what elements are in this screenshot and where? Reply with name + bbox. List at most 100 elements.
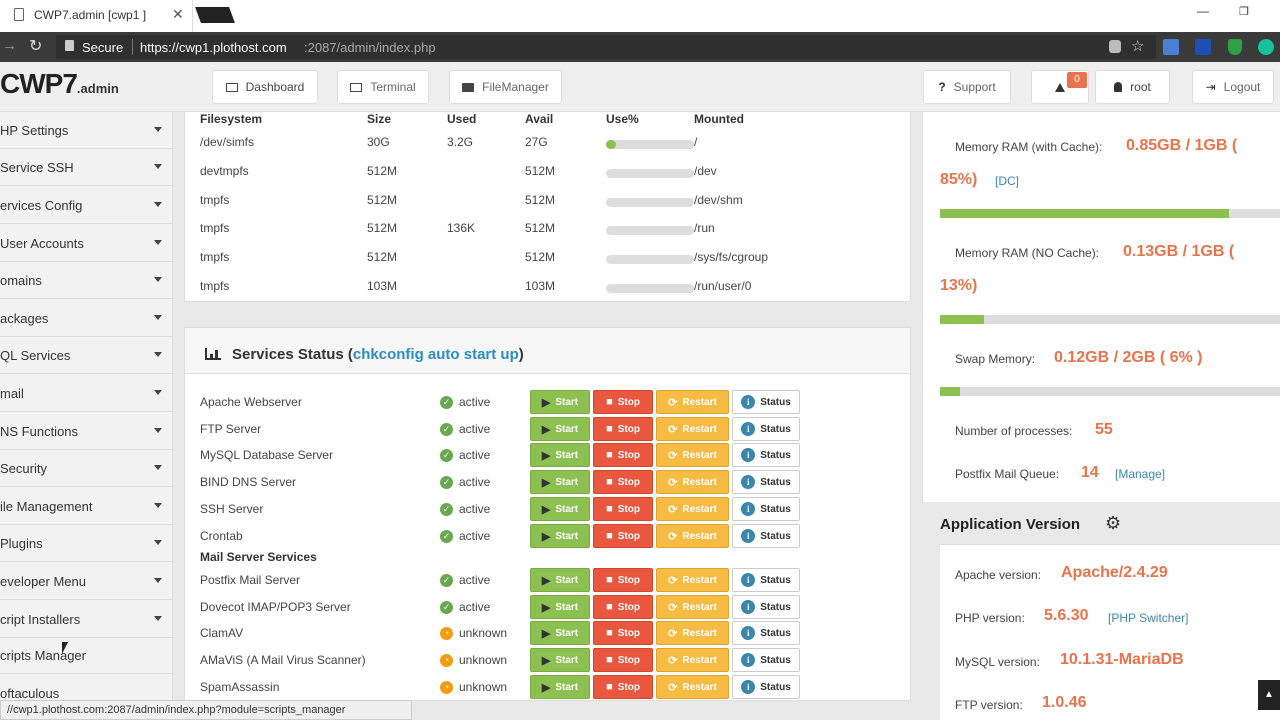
restart-button[interactable]: ⟳ Restart (656, 568, 729, 592)
restart-button[interactable]: ⟳ Restart (656, 524, 729, 548)
status-button[interactable]: i Status (732, 417, 800, 441)
sidebar-item[interactable]: omains (0, 262, 172, 299)
stop-icon: ■ (606, 449, 613, 461)
user-menu[interactable]: root (1095, 70, 1170, 104)
stop-button[interactable]: ■ Stop (593, 390, 653, 414)
translate-icon[interactable] (1163, 39, 1179, 55)
minimize-icon[interactable]: — (1197, 4, 1209, 18)
sidebar-item[interactable]: ervices Config (0, 187, 172, 224)
stop-button[interactable]: ■ Stop (593, 470, 653, 494)
restart-button[interactable]: ⟳ Restart (656, 595, 729, 619)
status-button-label: Status (760, 654, 791, 666)
start-button[interactable]: ▶ Start (530, 595, 590, 619)
column-header: Avail (525, 112, 554, 126)
start-button[interactable]: ▶ Start (530, 470, 590, 494)
chevron-down-icon (154, 540, 162, 545)
restore-icon[interactable]: ❐ (1239, 6, 1249, 18)
sidebar-item[interactable]: ile Management (0, 488, 172, 525)
restart-button[interactable]: ⟳ Restart (656, 470, 729, 494)
gear-icon[interactable]: ⚙ (1105, 513, 1122, 533)
start-button[interactable]: ▶ Start (530, 568, 590, 592)
status-button[interactable]: i Status (732, 648, 800, 672)
restart-button[interactable]: ⟳ Restart (656, 417, 729, 441)
extension-icon[interactable] (1195, 39, 1211, 55)
stop-button[interactable]: ■ Stop (593, 621, 653, 645)
terminal-button[interactable]: Terminal (337, 70, 429, 104)
status-button[interactable]: i Status (732, 443, 800, 467)
logout-button[interactable]: ⇥ Logout (1192, 70, 1274, 104)
sidebar-item[interactable]: mail (0, 375, 172, 412)
status-button[interactable]: i Status (732, 497, 800, 521)
stop-button[interactable]: ■ Stop (593, 497, 653, 521)
sidebar-item[interactable]: HP Settings (0, 112, 172, 149)
status-button[interactable]: i Status (732, 675, 800, 699)
mysql-version-label: MySQL version: (955, 655, 1040, 669)
restart-button[interactable]: ⟳ Restart (656, 390, 729, 414)
dashboard-button[interactable]: Dashboard (212, 70, 318, 104)
restart-button-label: Restart (682, 601, 717, 613)
sidebar-item[interactable]: ackages (0, 300, 172, 337)
restart-button[interactable]: ⟳ Restart (656, 443, 729, 467)
sidebar-item-label: omains (0, 272, 42, 288)
sidebar-item[interactable]: Plugins (0, 525, 172, 562)
status-button[interactable]: i Status (732, 568, 800, 592)
stop-button[interactable]: ■ Stop (593, 568, 653, 592)
browser-tab[interactable]: CWP7.admin [cwp1 ] ✕ (0, 0, 193, 32)
grammarly-icon[interactable] (1258, 39, 1274, 55)
reload-icon[interactable]: ↻ (29, 38, 43, 55)
play-icon: ▶ (541, 601, 551, 614)
sidebar-item[interactable]: Security (0, 450, 172, 487)
restart-button[interactable]: ⟳ Restart (656, 675, 729, 699)
stop-button-label: Stop (617, 627, 640, 639)
php-switcher-link[interactable]: [PHP Switcher] (1108, 611, 1189, 625)
status-button[interactable]: i Status (732, 524, 800, 548)
stop-button[interactable]: ■ Stop (593, 443, 653, 467)
stop-button[interactable]: ■ Stop (593, 648, 653, 672)
scroll-top-button[interactable]: ▲ (1258, 680, 1280, 710)
logo[interactable]: CWP7.admin (0, 68, 119, 100)
sidebar-item[interactable]: cript Installers (0, 601, 172, 638)
new-tab-button[interactable] (195, 7, 235, 23)
restart-button[interactable]: ⟳ Restart (656, 497, 729, 521)
shield-icon[interactable] (1109, 40, 1121, 53)
sidebar-item[interactable]: cripts Manager (0, 637, 172, 674)
adblock-icon[interactable] (1228, 39, 1242, 55)
sidebar-item[interactable]: QL Services (0, 337, 172, 374)
stop-button[interactable]: ■ Stop (593, 675, 653, 699)
restart-button[interactable]: ⟳ Restart (656, 621, 729, 645)
sidebar-item[interactable]: Service SSH (0, 149, 172, 186)
service-state-label: active (459, 600, 491, 614)
play-icon: ▶ (541, 396, 551, 409)
sidebar-item[interactable]: User Accounts (0, 225, 172, 262)
start-button[interactable]: ▶ Start (530, 621, 590, 645)
start-button[interactable]: ▶ Start (530, 417, 590, 441)
chkconfig-link[interactable]: chkconfig auto start up (352, 346, 519, 363)
filemanager-button[interactable]: FileManager (449, 70, 562, 104)
status-button[interactable]: i Status (732, 621, 800, 645)
stop-button[interactable]: ■ Stop (593, 595, 653, 619)
back-icon[interactable]: → (2, 37, 17, 54)
sidebar-item[interactable]: NS Functions (0, 413, 172, 450)
close-icon[interactable]: ✕ (172, 6, 184, 22)
play-icon: ▶ (541, 530, 551, 543)
restart-button[interactable]: ⟳ Restart (656, 648, 729, 672)
start-button[interactable]: ▶ Start (530, 497, 590, 521)
star-icon[interactable]: ☆ (1131, 38, 1145, 55)
status-button[interactable]: i Status (732, 390, 800, 414)
status-button[interactable]: i Status (732, 595, 800, 619)
manage-link[interactable]: [Manage] (1115, 467, 1166, 481)
start-button[interactable]: ▶ Start (530, 675, 590, 699)
start-button[interactable]: ▶ Start (530, 443, 590, 467)
support-button[interactable]: ? Support (923, 70, 1011, 104)
start-button[interactable]: ▶ Start (530, 390, 590, 414)
status-button[interactable]: i Status (732, 470, 800, 494)
start-button[interactable]: ▶ Start (530, 648, 590, 672)
service-state-label: active (459, 475, 491, 489)
start-button[interactable]: ▶ Start (530, 524, 590, 548)
address-bar[interactable]: Secure https://cwp1.plothost.com :2087/a… (56, 35, 1156, 59)
chevron-down-icon (154, 428, 162, 433)
dc-link[interactable]: [DC] (995, 174, 1019, 188)
sidebar-item[interactable]: eveloper Menu (0, 563, 172, 600)
stop-button[interactable]: ■ Stop (593, 524, 653, 548)
stop-button[interactable]: ■ Stop (593, 417, 653, 441)
